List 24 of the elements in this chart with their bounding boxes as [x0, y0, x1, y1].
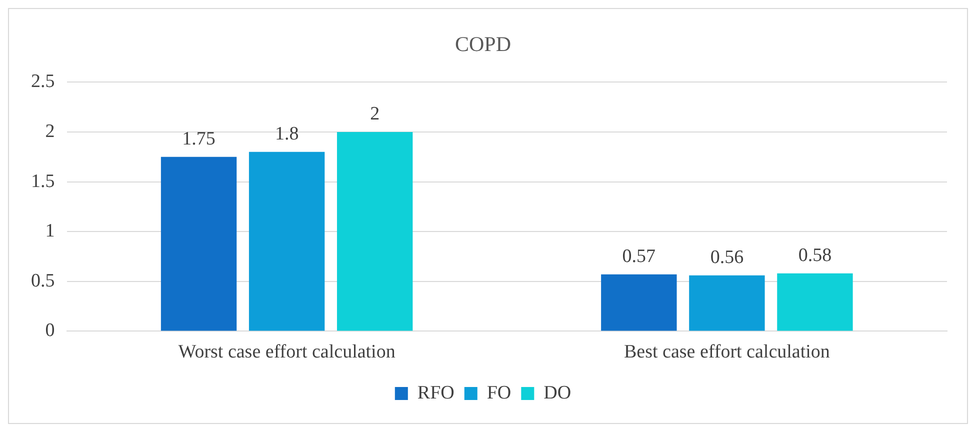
- bar: [160, 156, 237, 331]
- data-label: 1.8: [274, 123, 299, 144]
- x-tick-label: Best case effort calculation: [624, 342, 830, 363]
- y-tick-label: 0: [45, 320, 55, 342]
- y-tick-label: 1.5: [31, 170, 55, 192]
- y-tick-label: 2: [45, 120, 55, 142]
- data-label: 0.58: [798, 244, 832, 266]
- bar: [601, 274, 677, 331]
- bar: [777, 273, 853, 331]
- bar: [248, 152, 325, 331]
- y-tick-label: 1: [45, 220, 55, 242]
- data-label: 0.56: [710, 246, 744, 268]
- data-label: 0.57: [622, 246, 656, 267]
- y-tick-label: 2.5: [31, 71, 55, 92]
- legend-label: RFO: [417, 382, 454, 404]
- data-label: 2: [370, 103, 380, 124]
- data-label: 1.75: [182, 128, 216, 150]
- x-tick-label: Worst case effort calculation: [178, 342, 396, 363]
- bar: [689, 275, 765, 331]
- y-tick-label: 0.5: [31, 270, 55, 292]
- bar: [336, 132, 413, 331]
- legend-label: FO: [486, 382, 512, 404]
- legend-label: DO: [544, 382, 572, 404]
- chart-title: COPD: [454, 32, 512, 56]
